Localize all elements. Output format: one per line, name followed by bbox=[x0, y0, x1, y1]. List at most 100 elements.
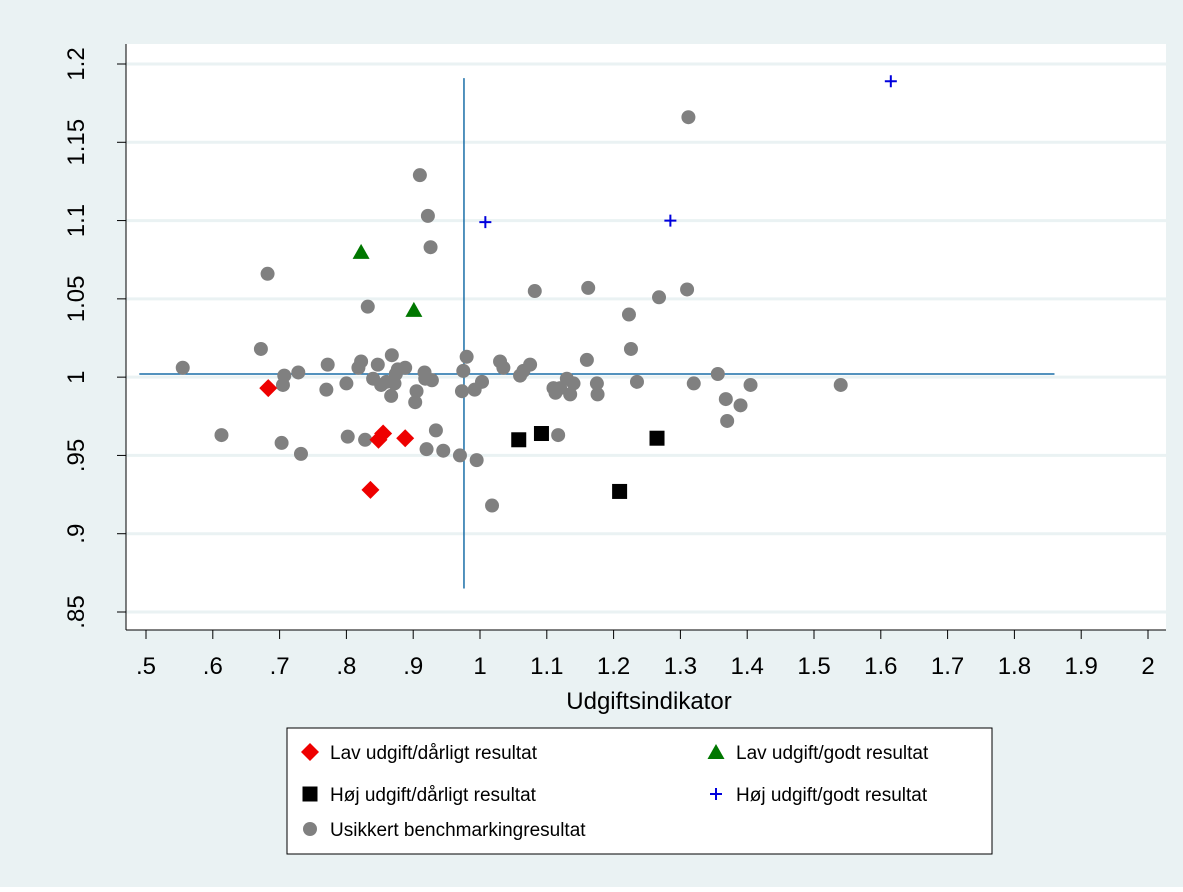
data-point bbox=[581, 280, 596, 295]
x-tick-label: 1.8 bbox=[998, 653, 1031, 680]
legend-label: Usikkert benchmarkingresultat bbox=[330, 820, 586, 841]
data-point bbox=[621, 307, 636, 322]
x-tick-label: 1.7 bbox=[931, 653, 964, 680]
legend: Lav udgift/dårligt resultat Lav udgift/go… bbox=[286, 727, 993, 855]
x-tick-label: .5 bbox=[136, 653, 156, 680]
x-tick-label: .8 bbox=[336, 653, 356, 680]
legend-marker bbox=[303, 822, 317, 836]
x-tick-label: 2 bbox=[1141, 653, 1154, 680]
data-point bbox=[652, 290, 667, 305]
data-point bbox=[629, 374, 644, 389]
plot-area bbox=[126, 44, 1166, 630]
data-point bbox=[420, 208, 435, 223]
data-point bbox=[214, 428, 229, 443]
data-point bbox=[396, 429, 415, 448]
data-point bbox=[612, 483, 628, 499]
data-point bbox=[384, 348, 399, 363]
legend-items: Lav udgift/dårligt resultat Lav udgift/go… bbox=[301, 743, 929, 841]
data-point bbox=[686, 376, 701, 391]
data-point bbox=[589, 376, 604, 391]
legend-item: Lav udgift/godt resultat bbox=[707, 743, 929, 764]
data-points bbox=[175, 75, 897, 513]
data-point bbox=[475, 374, 490, 389]
data-point bbox=[436, 443, 451, 458]
data-point bbox=[260, 266, 275, 281]
y-tick-label: 1.2 bbox=[63, 47, 90, 80]
y-tick-label: 1.15 bbox=[63, 119, 90, 166]
x-tick-label: 1 bbox=[473, 653, 486, 680]
data-point bbox=[412, 168, 427, 183]
data-point bbox=[360, 299, 375, 314]
data-point bbox=[369, 430, 388, 449]
data-point bbox=[291, 365, 306, 380]
data-point bbox=[452, 448, 467, 463]
legend-label: Lav udgift/dårligt resultat bbox=[330, 743, 538, 764]
data-point bbox=[496, 360, 511, 375]
legend-marker bbox=[302, 786, 318, 802]
x-tick-label: .6 bbox=[203, 653, 223, 680]
data-point bbox=[384, 388, 399, 403]
legend-box bbox=[286, 727, 993, 855]
y-axis-ticks: .85 .9 .95 1 1.05 1.1 1.15 1.2 bbox=[63, 47, 126, 629]
data-point bbox=[523, 357, 538, 372]
y-tick-label: .9 bbox=[63, 524, 90, 544]
data-point bbox=[408, 395, 423, 410]
x-tick-label: 1.9 bbox=[1065, 653, 1098, 680]
data-point bbox=[320, 357, 335, 372]
data-point bbox=[533, 426, 549, 442]
y-tick-label: 1 bbox=[63, 370, 90, 383]
data-point bbox=[649, 430, 665, 446]
data-point bbox=[566, 376, 581, 391]
data-point bbox=[551, 428, 566, 443]
y-tick-label: .85 bbox=[63, 595, 90, 628]
legend-label: Lav udgift/godt resultat bbox=[736, 743, 929, 764]
data-point bbox=[710, 367, 725, 382]
axes bbox=[125, 44, 1166, 631]
x-tick-label: .7 bbox=[270, 653, 290, 680]
y-tick-label: 1.05 bbox=[63, 275, 90, 322]
data-point bbox=[485, 498, 500, 513]
data-point bbox=[423, 240, 438, 255]
data-point bbox=[733, 398, 748, 413]
data-point bbox=[419, 442, 434, 457]
legend-marker bbox=[301, 743, 319, 761]
data-point bbox=[454, 384, 469, 399]
legend-label: Høj udgift/dårligt resultat bbox=[330, 785, 537, 806]
data-point bbox=[527, 284, 542, 299]
data-point bbox=[319, 382, 334, 397]
data-point bbox=[459, 349, 474, 364]
legend-label: Høj udgift/godt resultat bbox=[736, 785, 928, 806]
x-tick-label: 1.5 bbox=[797, 653, 830, 680]
data-point bbox=[563, 387, 578, 402]
data-point bbox=[352, 243, 370, 259]
x-tick-label: 1.2 bbox=[597, 653, 630, 680]
data-point bbox=[833, 377, 848, 392]
legend-item: Høj udgift/dårligt resultat bbox=[302, 785, 537, 806]
data-point bbox=[720, 413, 735, 428]
data-point bbox=[274, 435, 289, 450]
y-tick-label: .95 bbox=[63, 439, 90, 472]
data-point bbox=[664, 214, 677, 227]
data-point bbox=[277, 368, 292, 383]
data-point bbox=[259, 379, 278, 398]
data-point bbox=[456, 363, 471, 378]
data-point bbox=[718, 392, 733, 407]
legend-item: Usikkert benchmarkingresultat bbox=[303, 820, 586, 841]
data-point bbox=[175, 360, 190, 375]
data-point bbox=[370, 357, 385, 372]
data-point bbox=[479, 216, 492, 229]
data-point bbox=[293, 446, 308, 461]
legend-item: Lav udgift/dårligt resultat bbox=[301, 743, 538, 764]
legend-marker bbox=[707, 744, 725, 759]
data-point bbox=[590, 387, 605, 402]
data-point bbox=[511, 432, 527, 448]
data-point bbox=[354, 354, 369, 369]
data-point bbox=[405, 301, 423, 317]
data-point bbox=[398, 360, 413, 375]
data-point bbox=[409, 384, 424, 399]
x-tick-label: 1.6 bbox=[864, 653, 897, 680]
data-point bbox=[623, 341, 638, 356]
x-tick-label: 1.4 bbox=[731, 653, 764, 680]
data-point bbox=[340, 429, 355, 444]
